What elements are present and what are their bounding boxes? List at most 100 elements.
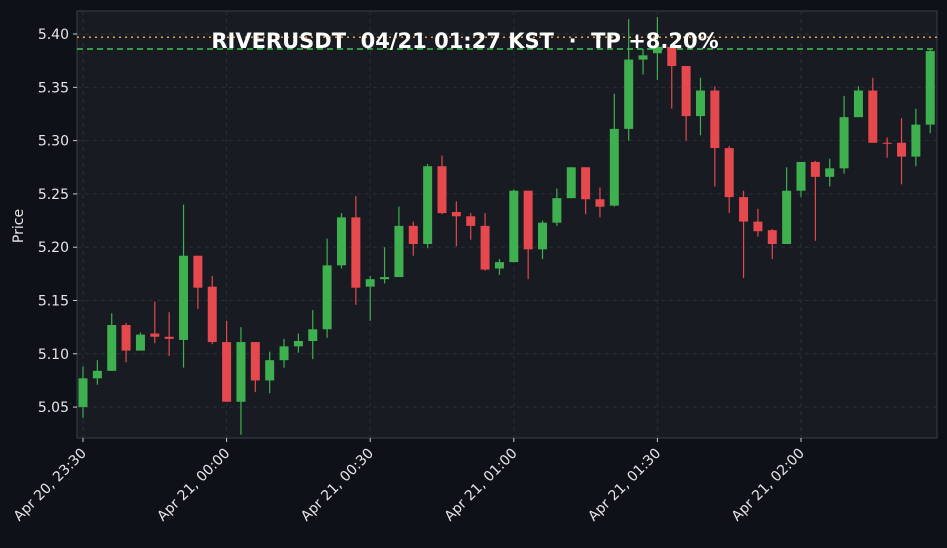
candle-body <box>250 342 260 381</box>
candle <box>394 206 404 278</box>
y-axis: 5.05 5.10 5.15 5.20 5.25 5.30 5.35 5.40 <box>38 27 77 416</box>
candle <box>538 220 548 259</box>
candle <box>710 86 720 187</box>
x-axis: Apr 20, 23:30 Apr 21, 00:00 Apr 21, 00:30 A… <box>11 438 808 525</box>
candle <box>925 50 935 134</box>
candle <box>207 275 217 345</box>
candle-body <box>609 128 619 206</box>
candle <box>581 167 591 215</box>
candle <box>911 108 921 167</box>
candle-body <box>853 90 863 118</box>
candle <box>193 255 203 310</box>
candle <box>265 351 275 394</box>
candle-body <box>753 221 763 232</box>
candle-body <box>164 336 174 339</box>
candle-body <box>509 190 519 263</box>
candle <box>322 238 332 338</box>
candle <box>135 332 145 351</box>
candle-body <box>739 197 749 222</box>
candle <box>868 77 878 143</box>
candle <box>92 360 102 385</box>
x-tick-label: Apr 21, 00:30 <box>298 446 377 525</box>
candle-body <box>538 222 548 250</box>
candle <box>380 247 390 284</box>
candle-body <box>92 370 102 379</box>
candle-body <box>451 212 461 217</box>
candle <box>466 213 476 240</box>
candle <box>667 44 677 109</box>
candle <box>566 167 576 199</box>
candle-body <box>408 225 418 245</box>
candle-body <box>336 217 346 266</box>
candle-body <box>480 225 490 270</box>
candle <box>782 167 792 245</box>
plot-background <box>76 10 938 439</box>
candle-body <box>782 190 792 245</box>
candle-body <box>107 325 117 371</box>
candle <box>853 86 863 118</box>
candle-body <box>308 329 318 342</box>
x-tick-label: Apr 21, 01:30 <box>585 446 664 525</box>
candle <box>179 204 189 368</box>
candle <box>236 327 246 435</box>
candle-body <box>868 90 878 143</box>
candle <box>308 310 318 360</box>
candle-body <box>279 346 289 361</box>
candle <box>753 208 763 237</box>
candle <box>609 93 619 207</box>
chart-title: RIVERUSDT 04/21 01:27 KST · TP +8.20% <box>211 29 718 53</box>
candle <box>250 342 260 393</box>
candle-body <box>810 161 820 177</box>
candle-body <box>236 342 246 402</box>
candle-body <box>552 198 562 223</box>
candle <box>222 320 232 402</box>
candle-body <box>380 277 390 280</box>
candle-body <box>322 265 332 330</box>
candle-body <box>351 217 361 288</box>
candle-body <box>925 51 935 125</box>
candle-body <box>265 360 275 381</box>
candle <box>523 190 533 280</box>
y-tick-label: 5.35 <box>38 80 69 96</box>
candle-body <box>222 342 232 402</box>
candle-body <box>595 199 605 207</box>
candle <box>437 155 447 215</box>
candle <box>681 66 691 141</box>
y-tick-label: 5.20 <box>38 240 69 256</box>
y-tick-label: 5.15 <box>38 293 69 309</box>
candle-body <box>135 334 145 351</box>
x-tick-label: Apr 20, 23:30 <box>11 446 90 525</box>
candle <box>695 77 705 136</box>
candle-body <box>78 378 88 408</box>
candle-body <box>911 124 921 157</box>
y-tick-label: 5.25 <box>38 187 69 203</box>
candle <box>336 213 346 269</box>
candle <box>552 188 562 226</box>
candle-body <box>624 59 634 129</box>
candle-body <box>394 225 404 278</box>
x-tick-label: Apr 21, 00:00 <box>154 446 233 525</box>
candle-body <box>767 230 777 245</box>
candle <box>107 313 117 371</box>
candle-body <box>652 46 662 54</box>
candle-body <box>466 216 476 226</box>
candle <box>509 189 519 263</box>
candle <box>293 333 303 353</box>
candles <box>78 16 935 435</box>
x-tick-label: Apr 21, 02:00 <box>729 446 808 525</box>
candle-body <box>882 142 892 144</box>
candle <box>839 95 849 174</box>
candle-body <box>150 333 160 337</box>
candle-body <box>724 148 734 198</box>
y-tick-label: 5.40 <box>38 27 69 43</box>
candle <box>897 118 907 185</box>
candle-body <box>695 90 705 117</box>
candle <box>480 213 490 271</box>
candle <box>408 221 418 256</box>
candle <box>494 258 504 275</box>
candle-body <box>796 161 806 191</box>
candle <box>724 145 734 214</box>
candle-body <box>825 168 835 177</box>
candle-body <box>365 279 375 287</box>
candle <box>451 201 461 247</box>
